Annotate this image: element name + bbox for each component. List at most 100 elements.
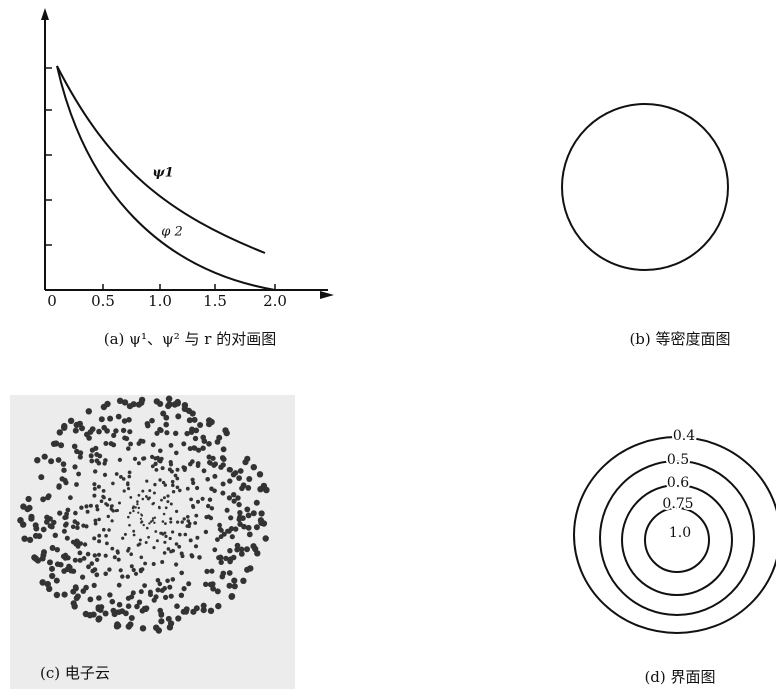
cloud-dot xyxy=(175,542,179,546)
cloud-dot xyxy=(100,499,104,503)
cloud-dot xyxy=(48,458,54,464)
cloud-dot xyxy=(53,533,58,538)
cloud-dot xyxy=(127,516,130,519)
cloud-dot xyxy=(174,474,178,478)
cloud-dot xyxy=(70,589,76,595)
cloud-dot xyxy=(101,425,107,431)
cloud-dot xyxy=(247,565,253,571)
cloud-dot xyxy=(229,593,235,599)
cloud-dot xyxy=(127,429,132,434)
cloud-dot xyxy=(104,554,108,558)
cloud-dot xyxy=(238,468,244,474)
cloud-dot xyxy=(206,504,210,508)
caption: (c) 电子云 xyxy=(40,664,110,682)
cloud-dot xyxy=(244,546,250,552)
cloud-dot xyxy=(159,532,162,535)
cloud-dot xyxy=(157,427,162,432)
panel-b: (b) 等密度面图 xyxy=(562,104,731,348)
cloud-dot xyxy=(128,471,132,475)
cloud-dot xyxy=(169,443,174,448)
cloud-dot xyxy=(139,397,145,403)
cloud-dot xyxy=(201,497,205,501)
cloud-dot xyxy=(160,588,165,593)
cloud-dot xyxy=(167,624,173,630)
cloud-dot xyxy=(89,459,94,464)
cloud-dot xyxy=(33,533,39,539)
cloud-dot xyxy=(136,500,139,503)
cloud-dot xyxy=(57,429,63,435)
cloud-dot xyxy=(63,553,68,558)
cloud-dot xyxy=(156,578,161,583)
cloud-dot xyxy=(137,441,142,446)
cloud-dot xyxy=(166,494,169,497)
cloud-dot xyxy=(76,472,81,477)
cloud-dot xyxy=(186,515,190,519)
cloud-dot xyxy=(126,623,132,629)
cloud-dot xyxy=(142,606,148,612)
cloud-dot xyxy=(97,454,102,459)
cloud-dot xyxy=(102,496,106,500)
cloud-dot xyxy=(121,537,124,540)
cloud-dot xyxy=(160,560,164,564)
cloud-dot xyxy=(217,523,222,528)
cloud-dot xyxy=(86,408,92,414)
cloud-dot xyxy=(239,551,245,557)
cloud-dot xyxy=(188,522,192,526)
cloud-dot xyxy=(84,432,90,438)
caption: (a) ψ¹、ψ² 与 r 的对画图 xyxy=(104,330,276,348)
cloud-dot xyxy=(209,569,214,574)
cloud-dot xyxy=(181,441,186,446)
cloud-dot xyxy=(190,554,194,558)
cloud-dot xyxy=(216,435,222,441)
cloud-dot xyxy=(182,406,188,412)
cloud-dot xyxy=(170,503,173,506)
cloud-dot xyxy=(41,527,47,533)
cloud-dot xyxy=(191,505,195,509)
cloud-dot xyxy=(204,530,208,534)
cloud-dot xyxy=(34,457,40,463)
cloud-dot xyxy=(73,558,78,563)
cloud-dot xyxy=(97,485,101,489)
cloud-dot xyxy=(175,510,178,513)
cloud-dot xyxy=(169,594,174,599)
cloud-dot xyxy=(169,521,172,524)
cloud-dot xyxy=(122,436,127,441)
cloud-dot xyxy=(83,542,87,546)
cloud-dot xyxy=(174,562,178,566)
cloud-dot xyxy=(184,606,190,612)
cloud-dot xyxy=(103,611,109,617)
cloud-dot xyxy=(187,417,193,423)
cloud-dot xyxy=(50,545,56,551)
cloud-dot xyxy=(169,517,172,520)
cloud-dot xyxy=(258,517,264,523)
caption: (b) 等密度面图 xyxy=(629,330,730,348)
cloud-dot xyxy=(96,508,100,512)
cloud-dot xyxy=(92,482,96,486)
cloud-dot xyxy=(126,446,131,451)
cloud-dot xyxy=(235,495,240,500)
cloud-dot xyxy=(95,558,99,562)
panel-c: (c) 电子云 xyxy=(10,395,295,689)
cloud-dot xyxy=(55,561,61,567)
curve-label: ψ1 xyxy=(152,166,173,181)
x-tick-label: 2.0 xyxy=(263,292,287,310)
cloud-dot xyxy=(86,552,91,557)
cloud-dot xyxy=(164,522,167,525)
cloud-dot xyxy=(168,468,172,472)
cloud-dot xyxy=(209,487,214,492)
cloud-dot xyxy=(96,429,102,435)
cloud-dot xyxy=(212,474,217,479)
cloud-dot xyxy=(145,541,148,544)
cloud-dot xyxy=(169,462,173,466)
cloud-dot xyxy=(117,398,123,404)
cloud-dot xyxy=(227,467,233,473)
cloud-dot xyxy=(174,603,180,609)
cloud-dot xyxy=(80,575,85,580)
cloud-dot xyxy=(195,536,199,540)
cloud-dot xyxy=(196,500,200,504)
cloud-dot xyxy=(218,465,223,470)
cloud-dot xyxy=(254,500,260,506)
cloud-dot xyxy=(197,555,202,560)
cloud-dot xyxy=(200,435,206,441)
cloud-dot xyxy=(97,539,101,543)
